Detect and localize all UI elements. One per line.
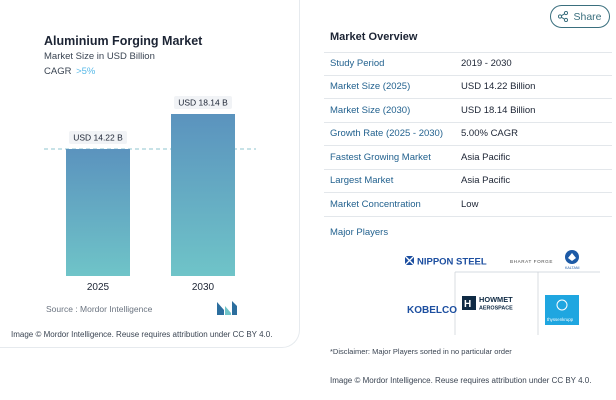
- thyssenkrupp-logo: thyssenkrupp: [545, 295, 579, 325]
- howmet-label: HOWMET: [479, 295, 513, 304]
- overview-row: Market Concentration Low: [324, 193, 612, 217]
- overview-row-key: Study Period: [330, 58, 385, 70]
- bharat-forge-logo: BHARAT FORGE: [510, 259, 553, 264]
- major-players-logos: NIPPON STEEL BHARAT FORGE KALTANI KOBELC…: [404, 250, 600, 335]
- nippon-steel-logo: NIPPON STEEL: [404, 255, 487, 268]
- overview-row-value: USD 14.22 Billion: [461, 81, 536, 93]
- kobelco-logo: KOBELCO: [407, 305, 457, 316]
- overview-row-key: Market Size (2025): [330, 81, 411, 93]
- players-disclaimer: *Disclaimer: Major Players sorted in no …: [330, 347, 512, 356]
- overview-row: Growth Rate (2025 - 2030) 5.00% CAGR: [324, 123, 612, 146]
- cagr-line: CAGR >5%: [44, 66, 95, 77]
- overview-row: Market Size (2030) USD 18.14 Billion: [324, 99, 612, 123]
- overview-row-value: Asia Pacific: [461, 175, 511, 187]
- howmet-aerospace-logo: H HOWMET AEROSPACE: [462, 295, 513, 312]
- overview-row-value: 5.00% CAGR: [461, 128, 519, 140]
- aerospace-label: AEROSPACE: [479, 306, 513, 312]
- major-players-title: Major Players: [330, 227, 389, 238]
- data-label: USD 14.22 B: [73, 133, 123, 143]
- share-label: Share: [573, 10, 602, 23]
- kaltani-logo: KALTANI: [565, 250, 579, 270]
- overview-attribution: Image © Mordor Intelligence. Reuse requi…: [330, 376, 592, 385]
- overview-row: Fastest Growing Market Asia Pacific: [324, 146, 612, 170]
- overview-table: Study Period 2019 - 2030 Market Size (2025…: [324, 52, 612, 217]
- chart-subtitle: Market Size in USD Billion: [44, 51, 155, 62]
- overview-row-value: USD 18.14 Billion: [461, 104, 536, 116]
- chart-bar: [66, 149, 130, 276]
- overview-row-key: Largest Market: [330, 175, 394, 187]
- data-label-box: [69, 131, 127, 145]
- overview-row-key: Growth Rate (2025 - 2030): [330, 128, 444, 140]
- overview-row-key: Market Size (2030): [330, 104, 411, 116]
- mordor-logo-icon: [217, 301, 237, 315]
- chart-title: Aluminium Forging Market: [44, 34, 203, 48]
- cagr-label: CAGR: [44, 66, 72, 77]
- overview-row-key: Fastest Growing Market: [330, 151, 431, 163]
- x-tick-label: 2025: [87, 282, 110, 293]
- chart-attribution: Image © Mordor Intelligence. Reuse requi…: [11, 330, 273, 339]
- data-label-box: [174, 96, 232, 109]
- overview-title: Market Overview: [330, 31, 418, 43]
- overview-row: Market Size (2025) USD 14.22 Billion: [324, 76, 612, 99]
- share-icon: [558, 11, 569, 22]
- thyssenkrupp-label: thyssenkrupp: [547, 317, 574, 322]
- market-chart-card: Aluminium Forging Market Market Size in …: [0, 0, 300, 348]
- x-tick-label: 2030: [192, 282, 215, 293]
- data-label: USD 18.14 B: [178, 98, 228, 108]
- overview-row: Study Period 2019 - 2030: [324, 52, 612, 76]
- chart-source: Source : Mordor Intelligence: [46, 304, 153, 314]
- bar-chart: USD 14.22 B 2025 USD 18.14 B 2030: [44, 96, 256, 293]
- nippon-steel-label: NIPPON STEEL: [417, 257, 487, 268]
- overview-row-value: Asia Pacific: [461, 151, 511, 163]
- chart-bar: [171, 114, 235, 276]
- overview-row-value: 2019 - 2030: [461, 58, 512, 70]
- overview-row-key: Market Concentration: [330, 198, 421, 210]
- overview-row-value: Low: [461, 198, 479, 210]
- svg-text:H: H: [464, 299, 471, 310]
- kaltani-label: KALTANI: [565, 266, 579, 270]
- cagr-value: >5%: [76, 66, 96, 77]
- share-button[interactable]: Share: [550, 5, 610, 28]
- overview-row: Largest Market Asia Pacific: [324, 170, 612, 193]
